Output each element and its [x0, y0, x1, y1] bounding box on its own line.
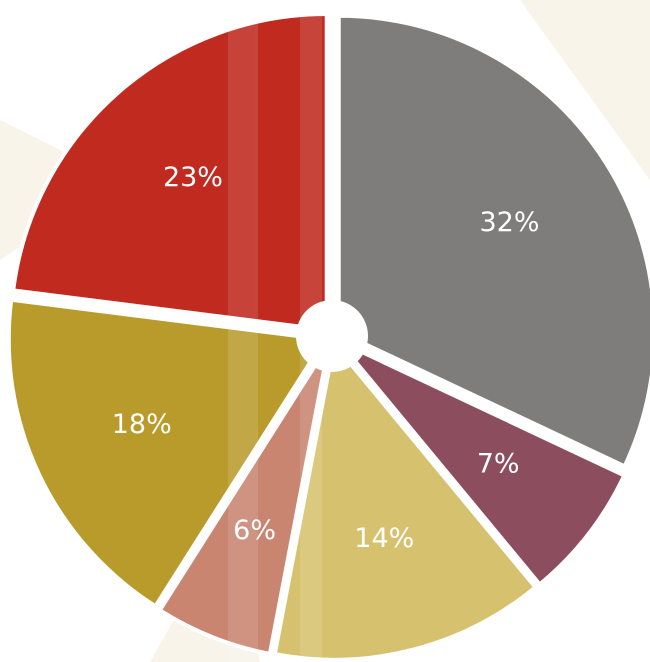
pie-slice	[156, 342, 332, 657]
value-label: 14%	[354, 523, 414, 554]
value-label: 6%	[233, 515, 276, 546]
labels: 32% 7% 14% 6% 18% 23%	[112, 162, 540, 554]
value-label: 32%	[480, 207, 540, 238]
value-label: 18%	[112, 409, 172, 440]
pie-slice	[6, 297, 329, 609]
pie-slice	[272, 339, 539, 662]
center-hole	[296, 300, 368, 372]
pie-slice	[336, 13, 650, 469]
slices	[6, 11, 650, 662]
pie-slice	[336, 339, 627, 588]
value-label: 7%	[477, 448, 520, 479]
pie-slice	[10, 11, 329, 333]
glare-bands	[228, 0, 322, 662]
value-label: 23%	[163, 162, 223, 193]
